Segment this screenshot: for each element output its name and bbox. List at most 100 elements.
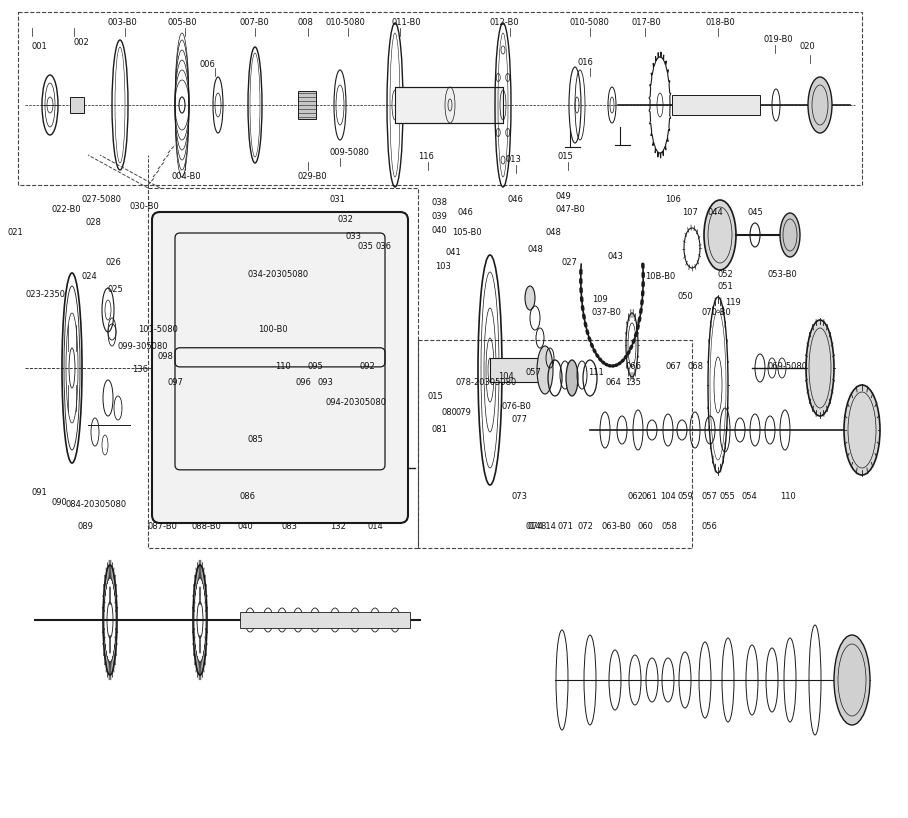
Text: 014: 014 [368, 522, 384, 531]
Text: 106: 106 [665, 195, 681, 204]
Text: 020: 020 [800, 42, 815, 51]
Ellipse shape [780, 213, 800, 257]
Text: 119: 119 [725, 298, 741, 307]
Text: 136: 136 [132, 365, 148, 374]
Text: 027-5080: 027-5080 [82, 195, 122, 204]
Text: 087-B0: 087-B0 [148, 522, 178, 531]
Text: 022-B0: 022-B0 [52, 205, 82, 214]
Text: 023-2350: 023-2350 [25, 290, 65, 299]
Text: 10B-B0: 10B-B0 [645, 272, 676, 281]
Text: 078-20305080: 078-20305080 [455, 378, 517, 387]
Text: 040: 040 [238, 522, 253, 531]
Text: 076-B0: 076-B0 [502, 402, 532, 411]
Text: 062: 062 [628, 492, 644, 501]
Text: 061: 061 [642, 492, 658, 501]
Ellipse shape [844, 385, 880, 475]
Text: 092: 092 [360, 362, 376, 371]
Text: 053-B0: 053-B0 [768, 270, 798, 279]
Text: 083: 083 [282, 522, 298, 531]
Text: 033: 033 [345, 232, 361, 241]
Text: 067: 067 [665, 362, 681, 371]
Text: 005-B0: 005-B0 [168, 18, 198, 27]
Bar [672, 95, 760, 115]
Text: 105-B0: 105-B0 [452, 228, 481, 237]
Text: 100-B0: 100-B0 [258, 325, 288, 334]
Text: 025: 025 [108, 285, 123, 294]
Text: 051: 051 [718, 282, 734, 291]
Text: 079: 079 [455, 408, 471, 417]
Text: 034-20305080: 034-20305080 [248, 270, 309, 279]
Text: 091: 091 [32, 488, 48, 497]
Text: 024: 024 [82, 272, 98, 281]
Text: 066: 066 [625, 362, 641, 371]
Text: 052: 052 [718, 270, 734, 279]
Text: 056: 056 [702, 522, 718, 531]
Text: 055: 055 [720, 492, 735, 501]
Text: 104: 104 [498, 372, 514, 381]
Text: 090: 090 [52, 498, 68, 507]
Text: 097: 097 [168, 378, 184, 387]
Text: 018-B0: 018-B0 [706, 18, 735, 27]
Ellipse shape [566, 360, 578, 396]
Text: 110: 110 [275, 362, 291, 371]
Text: 095: 095 [308, 362, 324, 371]
Text: 074: 074 [528, 522, 544, 531]
Text: 094-20305080: 094-20305080 [325, 398, 386, 407]
Text: 036: 036 [375, 242, 391, 251]
Text: 814: 814 [540, 522, 556, 531]
Text: 111: 111 [588, 368, 604, 377]
Bar [418, 340, 692, 548]
Text: 007-B0: 007-B0 [240, 18, 270, 27]
Ellipse shape [171, 448, 185, 488]
Text: 081: 081 [432, 425, 448, 434]
Text: 009-5080: 009-5080 [330, 148, 370, 157]
Bar [165, 458, 190, 480]
Text: 002: 002 [74, 38, 90, 47]
Text: 040: 040 [432, 226, 448, 235]
Text: 101-5080: 101-5080 [138, 325, 178, 334]
Text: 080: 080 [442, 408, 458, 417]
Text: 073: 073 [512, 492, 528, 501]
Text: 059: 059 [678, 492, 694, 501]
Text: 017-B0: 017-B0 [632, 18, 662, 27]
Text: 045: 045 [748, 208, 764, 217]
Text: 099-305080: 099-305080 [118, 342, 169, 351]
Text: 063-B0: 063-B0 [602, 522, 632, 531]
Text: 048: 048 [528, 245, 544, 254]
Text: 044: 044 [708, 208, 724, 217]
Text: 029-B0: 029-B0 [298, 172, 328, 181]
Text: 012-B0: 012-B0 [490, 18, 519, 27]
Text: 104: 104 [660, 492, 676, 501]
Text: 035: 035 [358, 242, 374, 251]
Text: 004-B0: 004-B0 [172, 172, 202, 181]
Text: 069-5080: 069-5080 [768, 362, 808, 371]
Bar [70, 97, 84, 113]
Text: 107: 107 [682, 208, 698, 217]
Text: 016: 016 [578, 58, 594, 67]
Text: 019-B0: 019-B0 [764, 35, 794, 44]
Text: 135: 135 [625, 378, 641, 387]
Text: 088-B0: 088-B0 [192, 522, 222, 531]
Text: 008: 008 [298, 18, 314, 27]
Text: 013: 013 [506, 155, 522, 164]
Text: 109: 109 [592, 295, 607, 304]
Text: 015: 015 [428, 392, 444, 401]
Text: 039: 039 [432, 212, 448, 221]
Text: 021: 021 [8, 228, 24, 237]
Bar [395, 87, 503, 123]
Text: 010-5080: 010-5080 [570, 18, 610, 27]
Bar [18, 12, 862, 185]
Text: 006: 006 [200, 60, 216, 69]
Text: 057: 057 [702, 492, 718, 501]
Text: 071: 071 [558, 522, 574, 531]
Text: 064: 064 [605, 378, 621, 387]
Text: 026: 026 [105, 258, 121, 267]
Text: 043: 043 [608, 252, 624, 261]
Text: 086: 086 [240, 492, 256, 501]
Text: 014: 014 [525, 522, 541, 531]
Text: 038: 038 [432, 198, 448, 207]
Text: 027: 027 [562, 258, 577, 267]
Text: 077: 077 [512, 415, 528, 424]
Text: 084-20305080: 084-20305080 [65, 500, 126, 509]
Text: 047-B0: 047-B0 [555, 205, 585, 214]
